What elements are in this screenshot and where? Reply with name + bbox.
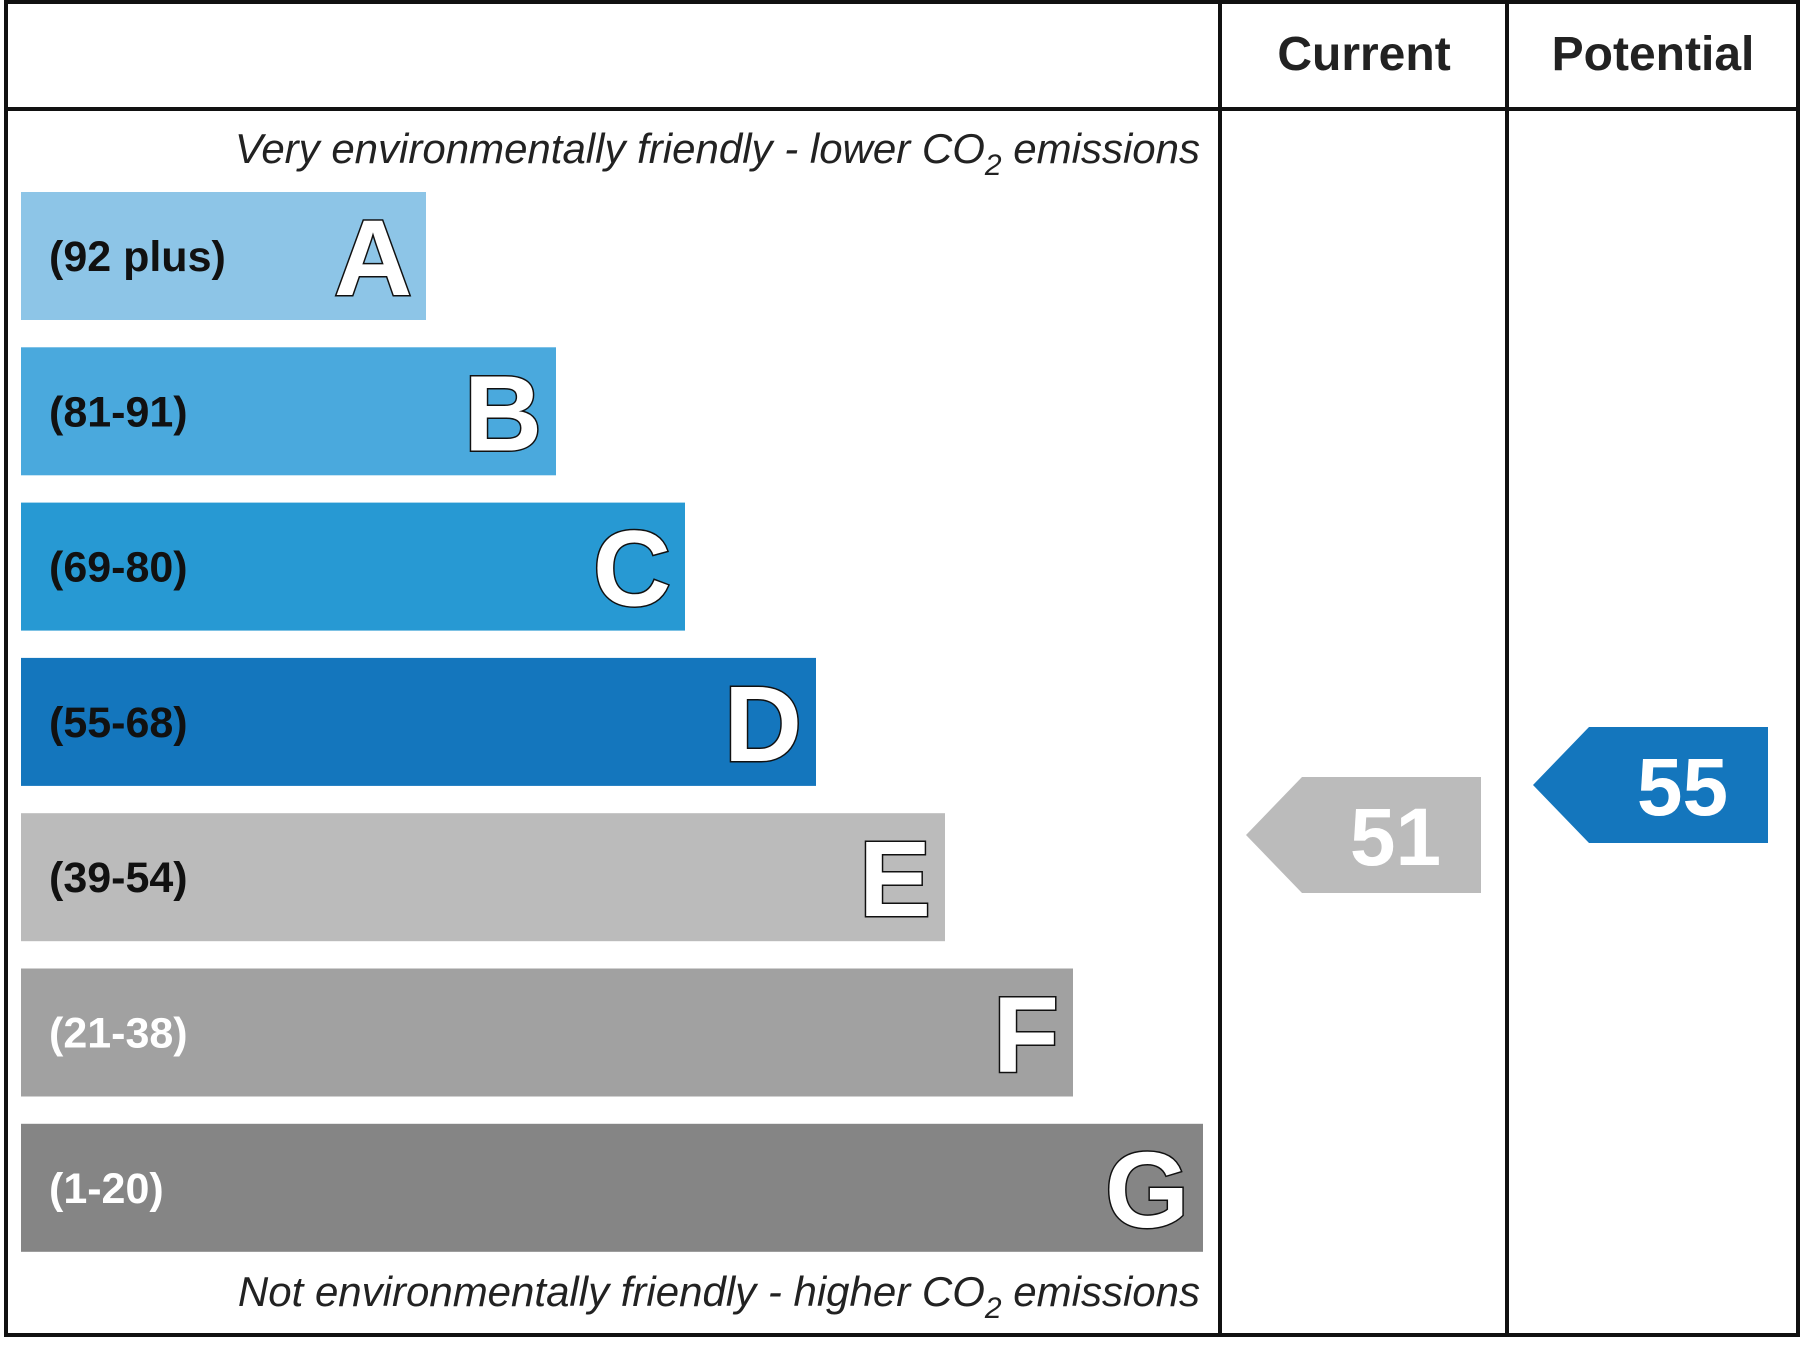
band-range-label: (1-20) bbox=[49, 1165, 164, 1213]
potential-rating-arrow-shape bbox=[1533, 727, 1768, 843]
band-range-label: (55-68) bbox=[49, 699, 188, 747]
band-bar bbox=[21, 192, 426, 320]
band-bar bbox=[21, 1123, 1203, 1252]
header-current: Current bbox=[1277, 28, 1450, 81]
band-bar bbox=[21, 813, 945, 942]
band-range-label: (21-38) bbox=[49, 1010, 188, 1058]
band-letter: B bbox=[464, 352, 542, 473]
current-rating-arrow-shape bbox=[1246, 777, 1481, 893]
current-rating-arrow-value: 51 bbox=[1350, 792, 1441, 883]
band-bar bbox=[21, 968, 1073, 1097]
band-e: (39-54) E bbox=[21, 813, 945, 942]
band-letter: C bbox=[593, 508, 671, 629]
potential-rating-arrow: 55 bbox=[1533, 727, 1768, 843]
current-rating-arrow: 51 bbox=[1246, 777, 1481, 893]
band-range-label: (81-91) bbox=[49, 388, 188, 436]
top-note: Very environmentally friendly - lower CO… bbox=[235, 125, 1200, 182]
band-c: (69-80) C bbox=[21, 502, 685, 631]
band-range-label: (39-54) bbox=[49, 854, 188, 902]
band-a: (92 plus) A bbox=[21, 192, 426, 320]
band-letter: F bbox=[993, 974, 1059, 1095]
band-range-label: (69-80) bbox=[49, 544, 188, 592]
band-bar bbox=[21, 347, 556, 476]
frame bbox=[4, 0, 1800, 1337]
band-bar bbox=[21, 502, 685, 631]
band-letter: G bbox=[1105, 1129, 1189, 1250]
potential-rating-arrow-value: 55 bbox=[1637, 742, 1728, 833]
band-f: (21-38) F bbox=[21, 968, 1073, 1097]
band-b: (81-91) B bbox=[21, 347, 556, 476]
band-g: (1-20) G bbox=[21, 1123, 1203, 1252]
band-bar bbox=[21, 657, 816, 786]
bottom-note: Not environmentally friendly - higher CO… bbox=[238, 1268, 1200, 1325]
band-d: (55-68) D bbox=[21, 657, 816, 786]
band-letter: A bbox=[334, 197, 412, 318]
band-range-label: (92 plus) bbox=[49, 233, 226, 281]
band-letter: E bbox=[859, 818, 931, 939]
header-potential: Potential bbox=[1552, 28, 1755, 81]
band-letter: D bbox=[724, 663, 802, 784]
